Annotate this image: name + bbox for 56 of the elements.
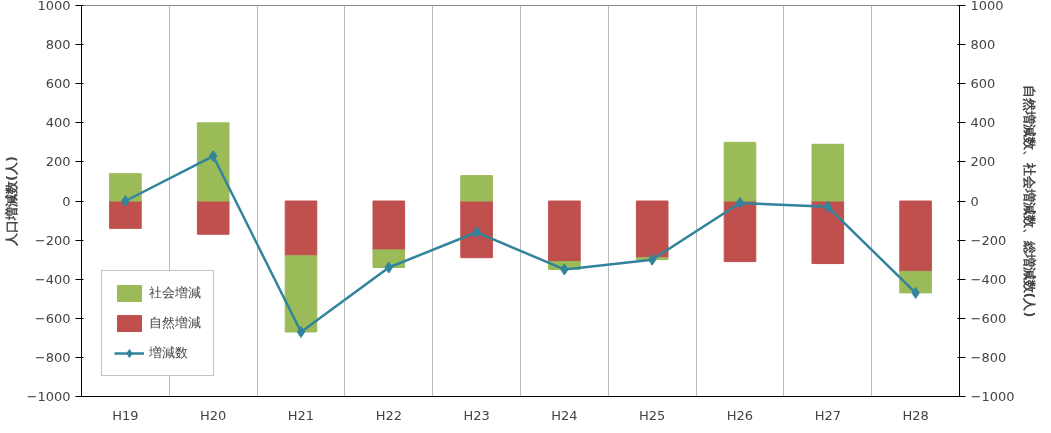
y2-tick-label: 0 [970, 193, 979, 209]
bar [899, 200, 932, 272]
x-tick-label: H25 [639, 407, 666, 423]
y-tick-label: 200 [45, 154, 71, 170]
bar [284, 255, 318, 333]
y-tick-label: 1000 [37, 0, 71, 13]
y2-tick-label: −1000 [970, 389, 1015, 404]
y-axis-title: 人口増減数(人) [3, 156, 19, 247]
bar [723, 141, 757, 202]
y2-tick-label: 200 [970, 154, 996, 170]
x-tick-label: H21 [287, 407, 315, 423]
legend-label: 自然増減 [149, 314, 201, 332]
x-tick-label: H22 [375, 407, 402, 423]
bar [811, 200, 845, 265]
x-tick-label: H28 [902, 407, 929, 423]
bar [109, 200, 142, 229]
x-tick-label: H23 [463, 407, 490, 423]
y2-tick-label: −800 [970, 349, 1007, 365]
bar [811, 143, 845, 202]
y2-tick-label: 400 [970, 115, 996, 131]
y-tick-label: −1000 [26, 389, 71, 404]
y-tick-label: −400 [34, 271, 71, 287]
y2-tick-label: −200 [970, 232, 1007, 248]
bar [372, 200, 406, 251]
point [121, 195, 130, 207]
y2-tick-label: 600 [970, 76, 996, 92]
point [296, 325, 306, 338]
x-tick-label: H20 [200, 407, 227, 423]
y-tick-label: 800 [45, 37, 71, 53]
y-tick-label: −200 [34, 232, 71, 248]
bar [460, 175, 493, 202]
y-tick-label: −800 [34, 349, 71, 365]
y2-axis-title: 自然増減数、社会増減数、総増減数(人) [1022, 84, 1038, 318]
y-tick-label: 400 [45, 115, 71, 131]
bar [460, 200, 493, 259]
legend-label: 増減数 [149, 344, 188, 362]
bar [548, 200, 581, 263]
bar [723, 200, 757, 263]
x-tick-label: H26 [726, 407, 754, 423]
y-tick-label: 0 [62, 193, 71, 209]
bar [284, 200, 318, 257]
bar [196, 122, 230, 202]
point [735, 196, 745, 209]
y-tick-label: −600 [34, 310, 71, 326]
y2-tick-label: 1000 [970, 0, 1004, 13]
x-tick-label: H27 [814, 407, 841, 423]
y-tick-label: 600 [45, 76, 71, 92]
bar [109, 173, 142, 202]
x-tick-label: H24 [551, 407, 578, 423]
bar [196, 200, 230, 235]
y2-tick-label: 800 [970, 37, 996, 53]
bar [635, 200, 669, 259]
y2-tick-label: −600 [970, 310, 1007, 326]
x-tick-label: H19 [112, 407, 139, 423]
y2-tick-label: −400 [970, 271, 1007, 287]
legend-label: 社会増減 [149, 284, 201, 302]
